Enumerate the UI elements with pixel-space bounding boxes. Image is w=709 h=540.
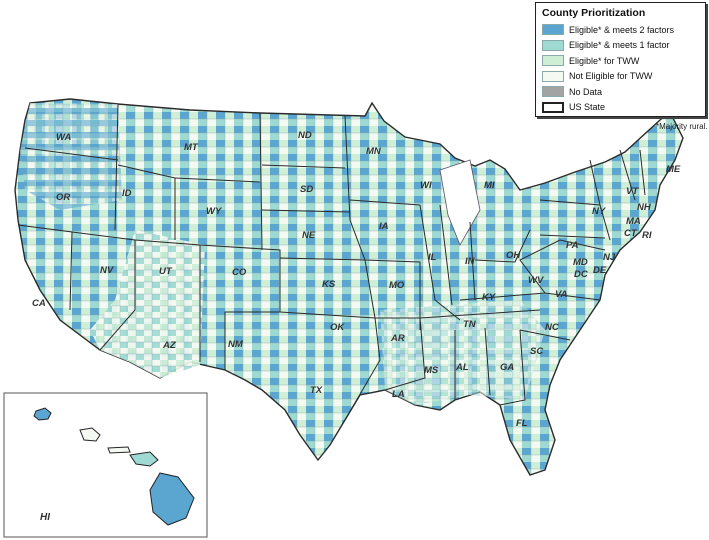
state-label-va: VA — [555, 289, 568, 300]
state-label-ri: RI — [642, 230, 652, 241]
state-label-mi: MI — [484, 180, 495, 191]
state-label-ga: GA — [500, 362, 514, 373]
state-label-md: MD — [573, 257, 588, 268]
state-label-vt: VT — [626, 186, 639, 197]
legend-label: Eligible* & meets 2 factors — [569, 24, 675, 35]
hawaii-inset: HI — [3, 392, 208, 538]
state-label-wi: WI — [420, 180, 432, 191]
state-label-oh: OH — [506, 250, 521, 261]
state-label-il: IL — [428, 252, 437, 263]
state-label-ms: MS — [424, 365, 439, 376]
legend-item: Eligible* & meets 2 factors — [542, 22, 699, 38]
state-label-mo: MO — [389, 280, 405, 291]
southwest-region — [90, 230, 205, 378]
state-label-al: AL — [455, 362, 469, 373]
hawaii-island-big — [149, 472, 195, 526]
state-label-wy: WY — [206, 206, 223, 217]
legend: County Prioritization Eligible* & meets … — [535, 2, 706, 117]
legend-swatch — [542, 70, 564, 82]
state-label-nv: NV — [100, 265, 114, 276]
state-label-id: ID — [122, 188, 132, 199]
state-label-sc: SC — [530, 346, 543, 357]
state-label-pa: PA — [566, 240, 579, 251]
state-label-ny: NY — [592, 206, 607, 217]
hawaii-island-oahu — [79, 427, 101, 442]
state-label-ne: NE — [302, 230, 316, 241]
state-label-nc: NC — [545, 322, 559, 333]
legend-swatch — [542, 39, 564, 51]
state-label-de: DE — [593, 265, 607, 276]
state-label-nh: NH — [637, 202, 652, 213]
state-label-or: OR — [56, 192, 70, 203]
state-label-tx: TX — [310, 385, 323, 396]
legend-item: Eligible* & meets 1 factor — [542, 38, 699, 54]
state-label-dc: DC — [574, 269, 588, 280]
southeast-region — [380, 300, 545, 405]
state-label-mt: MT — [184, 142, 199, 153]
legend-swatch — [542, 55, 564, 67]
legend-label: Eligible* & meets 1 factor — [569, 40, 670, 51]
state-label-ut: UT — [159, 266, 173, 277]
state-label-ca: CA — [32, 298, 46, 309]
state-label-in: IN — [465, 256, 476, 267]
legend-label: Eligible* for TWW — [569, 55, 640, 66]
state-label-wa: WA — [56, 132, 71, 143]
legend-item: US State — [542, 100, 699, 116]
legend-label: No Data — [569, 86, 603, 97]
legend-swatch — [542, 24, 564, 36]
state-label-co: CO — [232, 267, 247, 278]
legend-item: Eligible* for TWW — [542, 53, 699, 69]
inset-label: HI — [40, 512, 50, 523]
state-label-tn: TN — [463, 319, 477, 330]
hawaii-island-molokai — [107, 446, 131, 454]
northwest-region — [20, 103, 122, 210]
hawaii-island-kauai — [33, 407, 52, 421]
legend-item: No Data — [542, 84, 699, 100]
state-label-wv: WV — [528, 275, 544, 286]
state-label-az: AZ — [162, 340, 177, 351]
state-label-nj: NJ — [603, 252, 616, 263]
state-label-me: ME — [666, 164, 681, 175]
hawaii-island-maui — [129, 451, 159, 467]
state-label-ia: IA — [379, 221, 389, 232]
footnote: *Majority rural. — [656, 122, 708, 131]
state-label-ct: CT — [624, 228, 638, 239]
state-labels: WA OR CA ID NV MT WY UT AZ CO NM ND SD N… — [32, 130, 681, 429]
state-label-ky: KY — [482, 292, 497, 303]
state-label-ma: MA — [626, 216, 641, 227]
legend-item: Not Eligible for TWW — [542, 69, 699, 85]
legend-title: County Prioritization — [542, 7, 646, 19]
state-label-mn: MN — [366, 146, 382, 157]
legend-swatch — [542, 86, 564, 98]
legend-swatch — [542, 101, 564, 113]
legend-label: US State — [569, 102, 606, 113]
state-label-fl: FL — [516, 418, 528, 429]
state-boundaries — [17, 103, 646, 421]
state-label-ks: KS — [322, 279, 336, 290]
state-label-sd: SD — [300, 184, 313, 195]
state-label-nm: NM — [228, 339, 244, 350]
state-label-ok: OK — [330, 322, 345, 333]
legend-label: Not Eligible for TWW — [569, 71, 653, 82]
state-label-la: LA — [392, 389, 405, 400]
state-label-ar: AR — [390, 333, 405, 344]
state-label-nd: ND — [298, 130, 312, 141]
